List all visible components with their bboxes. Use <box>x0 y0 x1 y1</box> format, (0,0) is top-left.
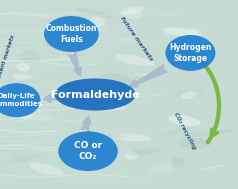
Ellipse shape <box>30 163 64 176</box>
Ellipse shape <box>17 105 54 122</box>
Ellipse shape <box>163 27 198 36</box>
Ellipse shape <box>180 91 197 99</box>
Text: Hydrogen
Storage: Hydrogen Storage <box>169 43 212 63</box>
Ellipse shape <box>98 102 126 110</box>
Ellipse shape <box>7 154 42 165</box>
Ellipse shape <box>121 37 133 42</box>
Ellipse shape <box>174 88 206 97</box>
Ellipse shape <box>169 115 201 126</box>
Ellipse shape <box>125 151 138 160</box>
Text: Combustion
Fuels: Combustion Fuels <box>46 24 97 44</box>
Ellipse shape <box>111 133 151 141</box>
Ellipse shape <box>120 7 144 15</box>
Ellipse shape <box>212 129 233 134</box>
Ellipse shape <box>202 165 224 170</box>
Ellipse shape <box>148 163 173 175</box>
Ellipse shape <box>181 129 223 137</box>
Ellipse shape <box>135 73 155 77</box>
Ellipse shape <box>188 27 202 36</box>
Ellipse shape <box>94 24 110 32</box>
Ellipse shape <box>177 138 210 149</box>
Ellipse shape <box>165 35 215 71</box>
Ellipse shape <box>11 153 29 161</box>
Ellipse shape <box>89 16 105 27</box>
Ellipse shape <box>127 148 161 156</box>
Ellipse shape <box>20 111 32 119</box>
Ellipse shape <box>75 8 112 18</box>
Ellipse shape <box>58 131 118 171</box>
Text: CO or
CO₂: CO or CO₂ <box>74 141 102 161</box>
Text: Daily-Life
Commodities: Daily-Life Commodities <box>0 93 43 107</box>
Ellipse shape <box>182 120 190 129</box>
Ellipse shape <box>122 10 143 19</box>
Text: future markets: future markets <box>120 16 154 62</box>
Text: Formaldehyde: Formaldehyde <box>51 90 139 99</box>
Ellipse shape <box>115 54 155 66</box>
Text: Present markets: Present markets <box>0 35 16 84</box>
Ellipse shape <box>101 73 133 85</box>
Ellipse shape <box>20 51 41 63</box>
Ellipse shape <box>10 49 31 57</box>
Ellipse shape <box>109 134 123 138</box>
Ellipse shape <box>55 78 136 111</box>
Text: CO₂ recycling: CO₂ recycling <box>173 112 196 151</box>
Ellipse shape <box>0 83 40 117</box>
Ellipse shape <box>12 74 34 79</box>
Ellipse shape <box>14 75 25 81</box>
Ellipse shape <box>79 27 98 37</box>
Ellipse shape <box>63 148 81 158</box>
Ellipse shape <box>17 63 30 72</box>
Ellipse shape <box>172 157 185 168</box>
Ellipse shape <box>160 126 196 136</box>
Ellipse shape <box>43 39 75 48</box>
Ellipse shape <box>44 16 99 52</box>
